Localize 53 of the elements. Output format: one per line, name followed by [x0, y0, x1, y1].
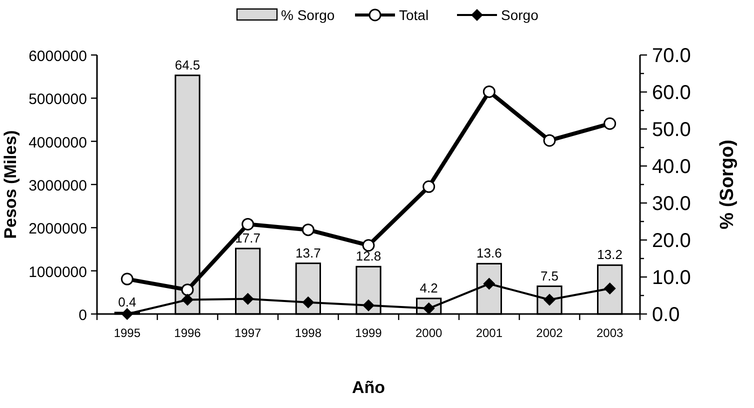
y2-tick-label: 40.0	[652, 156, 691, 178]
x-axis-title: Año	[352, 378, 386, 397]
x-tick-label: 1998	[294, 326, 322, 340]
x-tick-label: 1999	[355, 326, 382, 340]
x-tick-label: 2001	[476, 326, 503, 340]
data-label: 64.5	[174, 57, 200, 72]
x-tick-label: 2003	[596, 326, 624, 340]
x-tick-label: 1995	[114, 326, 141, 340]
x-tick-label: 1997	[234, 326, 262, 340]
x-tick-label: 1996	[174, 326, 202, 340]
y2-tick-label: 20.0	[652, 230, 691, 252]
data-label: 0.4	[118, 294, 136, 310]
point	[242, 292, 254, 305]
y2-axis-title: % (Sorgo)	[717, 140, 738, 230]
point	[302, 224, 314, 236]
point	[302, 296, 314, 308]
y2-tick-label: 10.0	[652, 267, 691, 289]
y-tick-label: 5000000	[28, 91, 87, 108]
legend-label: Sorgo	[501, 7, 539, 23]
point	[604, 117, 616, 130]
y-tick-label: 1000000	[28, 264, 87, 281]
data-label: 13.7	[296, 245, 321, 260]
data-label: 4.2	[420, 280, 438, 296]
data-label: 12.8	[356, 248, 382, 264]
y2-tick-label: 60.0	[652, 82, 691, 104]
point	[483, 278, 496, 290]
point	[182, 294, 194, 306]
y2-tick-label: 30.0	[652, 193, 691, 215]
point	[422, 180, 436, 193]
y-tick-label: 2000000	[28, 220, 87, 238]
point	[242, 218, 254, 230]
point	[120, 272, 134, 286]
x-tick-label: 2002	[536, 326, 564, 340]
data-label: 7.5	[540, 268, 559, 284]
point	[543, 134, 556, 147]
point	[362, 239, 375, 252]
x-tick-label: 2000	[415, 326, 443, 340]
y2-tick-label: 50.0	[652, 119, 691, 141]
point	[604, 282, 616, 295]
point	[362, 299, 374, 312]
point	[482, 85, 496, 98]
y-tick-label: 6000000	[28, 48, 87, 65]
y-tick-label: 3000000	[28, 178, 87, 194]
data-label: 13.2	[597, 247, 622, 262]
legend-label: Total	[399, 7, 429, 23]
y-axis-title: Pesos (Miles)	[1, 130, 20, 239]
data-label: 13.6	[476, 246, 502, 261]
point	[181, 284, 194, 296]
y-tick-label: 4000000	[28, 134, 87, 152]
y2-tick-label: 0.0	[652, 304, 680, 326]
y-tick-label: 0	[78, 307, 87, 324]
y2-tick-label: 70.0	[652, 45, 691, 67]
legend-label: % Sorgo	[281, 7, 335, 23]
